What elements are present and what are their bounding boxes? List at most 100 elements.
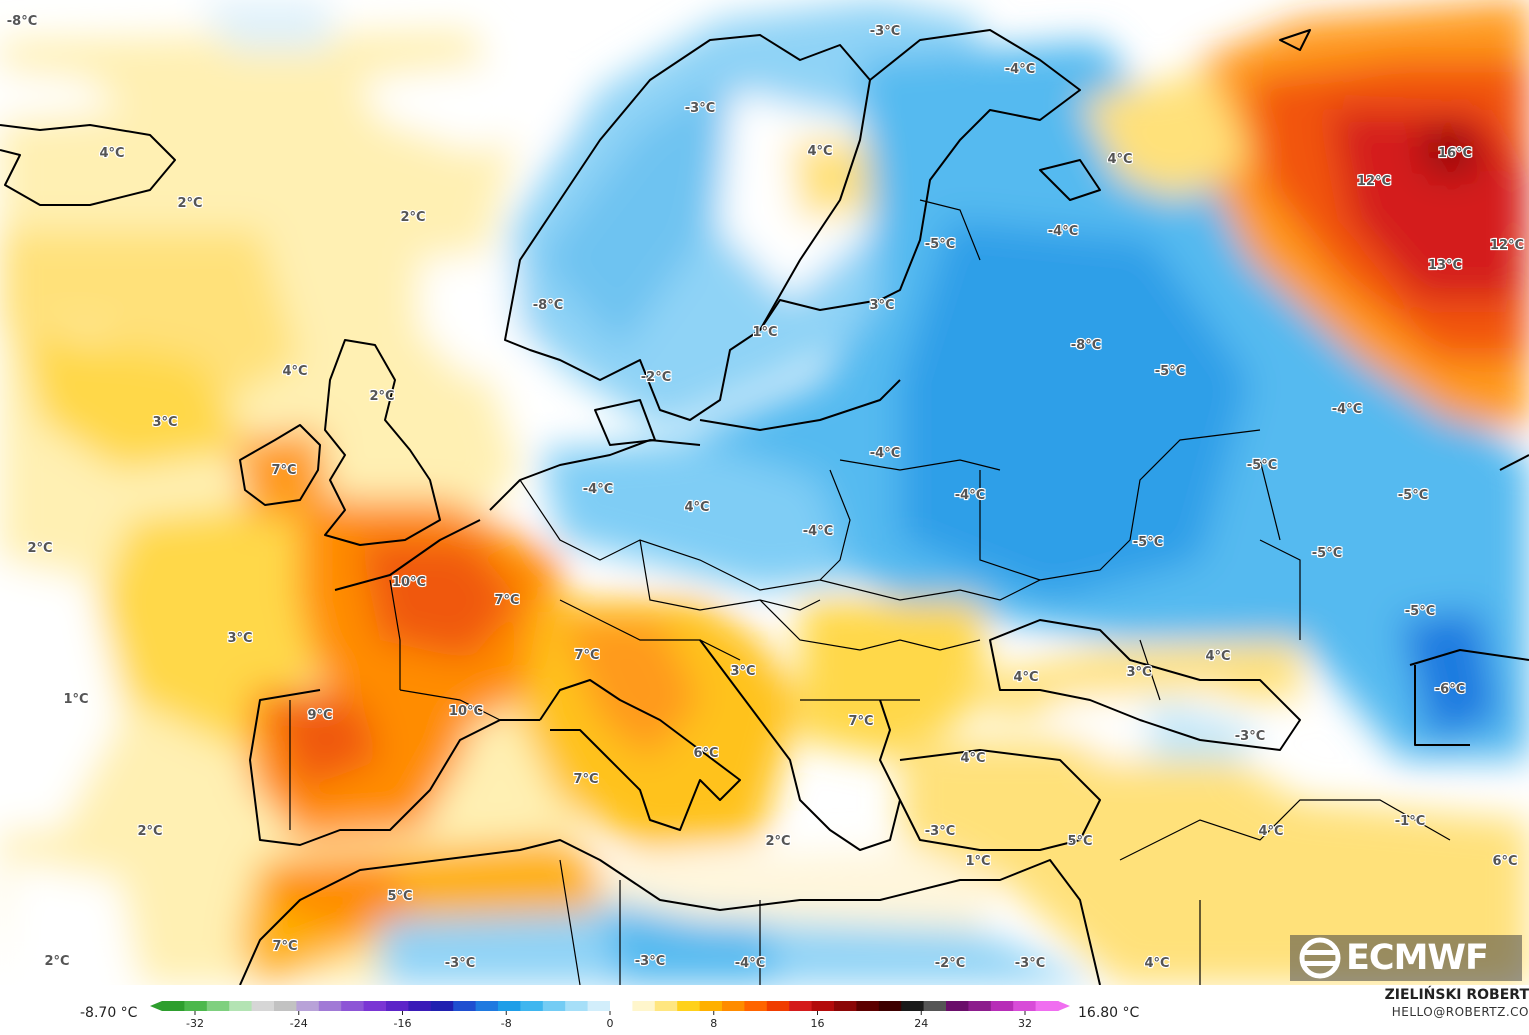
temperature-label: -8°C — [1071, 338, 1101, 353]
temperature-label: 6°C — [693, 746, 718, 761]
color-scale-cell — [1013, 1001, 1037, 1011]
color-scale-cell — [610, 1001, 633, 1011]
temperature-label: 9°C — [307, 708, 332, 723]
temperature-label: -3°C — [445, 956, 475, 971]
temperature-label: 4°C — [684, 500, 709, 515]
color-scale-cell — [408, 1001, 432, 1011]
author-email: HELLO@ROBERTZ.CO — [1391, 1005, 1529, 1019]
color-scale-cell — [654, 1001, 678, 1011]
color-scale-ticks: -32 -24 -16 -8 0 8 16 24 32 — [186, 1011, 1032, 1030]
color-scale-tick-label: -8 — [501, 1017, 512, 1030]
temperature-labels: -8°C 4°C 2°C 2°C -3°C -3°C 4°C -4°C 4°C 16°C 12°C 1… — [6, 13, 1526, 972]
color-scale-cell — [520, 1001, 544, 1011]
temperature-label: 3°C — [227, 631, 252, 646]
temperature-label: 1°C — [63, 692, 88, 707]
temperature-label: 3°C — [730, 664, 755, 679]
color-scale-cell — [296, 1001, 320, 1011]
temperature-label: 2°C — [177, 196, 202, 211]
temperature-label: 7°C — [272, 939, 297, 954]
temperature-label: -5°C — [1312, 546, 1342, 561]
temperature-label: -5°C — [1247, 458, 1277, 473]
color-scale-cell — [565, 1001, 589, 1011]
color-scale-cell — [318, 1001, 342, 1011]
color-scale-cell — [946, 1001, 969, 1011]
color-scale-cell — [699, 1001, 723, 1011]
color-scale-cell — [274, 1001, 297, 1011]
temperature-label: -4°C — [1048, 224, 1078, 239]
temperature-label: -3°C — [925, 824, 955, 839]
temperature-label: -4°C — [803, 524, 833, 539]
color-scale-cell — [811, 1001, 835, 1011]
temperature-label: -4°C — [735, 956, 765, 971]
coastlines — [0, 29, 1529, 985]
color-scale-cell — [363, 1001, 387, 1011]
temperature-label: 7°C — [573, 772, 598, 787]
temperature-label: -3°C — [1015, 956, 1045, 971]
legend-min-value: -8.70 °C — [80, 1005, 138, 1021]
temperature-map: -8°C 4°C 2°C 2°C -3°C -3°C 4°C -4°C 4°C 16°C 12°C 1… — [0, 0, 1529, 985]
temperature-label: 7°C — [494, 593, 519, 608]
temperature-label: 13°C — [1428, 258, 1462, 273]
color-scale-cell — [744, 1001, 768, 1011]
color-scale: -32 -24 -16 -8 0 8 16 24 32 — [150, 1001, 1070, 1030]
color-scale-cells — [150, 1001, 1070, 1011]
color-scale-cell — [430, 1001, 454, 1011]
temperature-label: -5°C — [925, 237, 955, 252]
temperature-label: -3°C — [870, 24, 900, 39]
temperature-label: 6°C — [1492, 854, 1517, 869]
color-scale-cell — [542, 1001, 566, 1011]
temperature-label: 5°C — [387, 889, 412, 904]
temperature-label: -5°C — [1405, 604, 1435, 619]
temperature-label: -3°C — [685, 101, 715, 116]
temperature-label: 4°C — [807, 144, 832, 159]
temperature-field — [0, 0, 1529, 985]
temperature-label: -5°C — [1133, 535, 1163, 550]
author-name: ZIELIŃSKI ROBERT — [1384, 987, 1529, 1003]
color-scale-tick-label: 0 — [607, 1017, 614, 1030]
temperature-label: 4°C — [282, 364, 307, 379]
temperature-label: 2°C — [137, 824, 162, 839]
color-scale-cell — [475, 1001, 499, 1011]
forecast-map: -8°C 4°C 2°C 2°C -3°C -3°C 4°C -4°C 4°C 16°C 12°C 1… — [0, 0, 1529, 985]
color-scale-cell — [453, 1001, 477, 1011]
color-scale-cell — [990, 1001, 1014, 1011]
temperature-label: -4°C — [1332, 402, 1362, 417]
legend-max-value: 16.80 °C — [1078, 1005, 1140, 1021]
temperature-label: -4°C — [955, 488, 985, 503]
color-scale-max-arrow — [1058, 1001, 1070, 1011]
color-scale-cell — [162, 1001, 185, 1011]
color-scale-tick-label: 24 — [914, 1017, 928, 1030]
borders — [289, 199, 1451, 985]
temperature-label: 7°C — [271, 463, 296, 478]
temperature-label: 16°C — [1438, 146, 1472, 161]
temperature-label: 3°C — [869, 298, 894, 313]
temperature-label: 2°C — [27, 541, 52, 556]
color-scale-cell — [856, 1001, 880, 1011]
temperature-label: 7°C — [848, 714, 873, 729]
temperature-label: 2°C — [400, 210, 425, 225]
color-scale-tick-label: -24 — [290, 1017, 308, 1030]
ecmwf-logo-text: ECMWF — [1346, 938, 1489, 978]
color-scale-cell — [901, 1001, 925, 1011]
color-scale-tick-label: 8 — [710, 1017, 717, 1030]
color-scale-tick-label: -16 — [394, 1017, 412, 1030]
temperature-label: 12°C — [1490, 238, 1524, 253]
color-scale-tick-label: 32 — [1018, 1017, 1032, 1030]
color-scale-cell — [632, 1001, 656, 1011]
temperature-label: 2°C — [765, 834, 790, 849]
color-scale-tick-label: -32 — [186, 1017, 204, 1030]
color-scale-cell — [722, 1001, 745, 1011]
color-scale-cell — [229, 1001, 253, 1011]
temperature-label: 10°C — [449, 704, 483, 719]
temperature-label: 7°C — [574, 648, 599, 663]
temperature-label: 4°C — [99, 146, 124, 161]
temperature-label: -8°C — [7, 14, 37, 29]
temperature-label: 4°C — [960, 751, 985, 766]
temperature-label: -6°C — [1435, 682, 1465, 697]
legend-bar: -8.70 °C -32 -24 -16 -8 0 8 16 24 32 16.80 °C ZI… — [0, 985, 1529, 1035]
color-scale-cell — [923, 1001, 947, 1011]
color-scale-cell — [386, 1001, 409, 1011]
temperature-label: 4°C — [1107, 152, 1132, 167]
temperature-label: 4°C — [1013, 670, 1038, 685]
temperature-label: 4°C — [1144, 956, 1169, 971]
